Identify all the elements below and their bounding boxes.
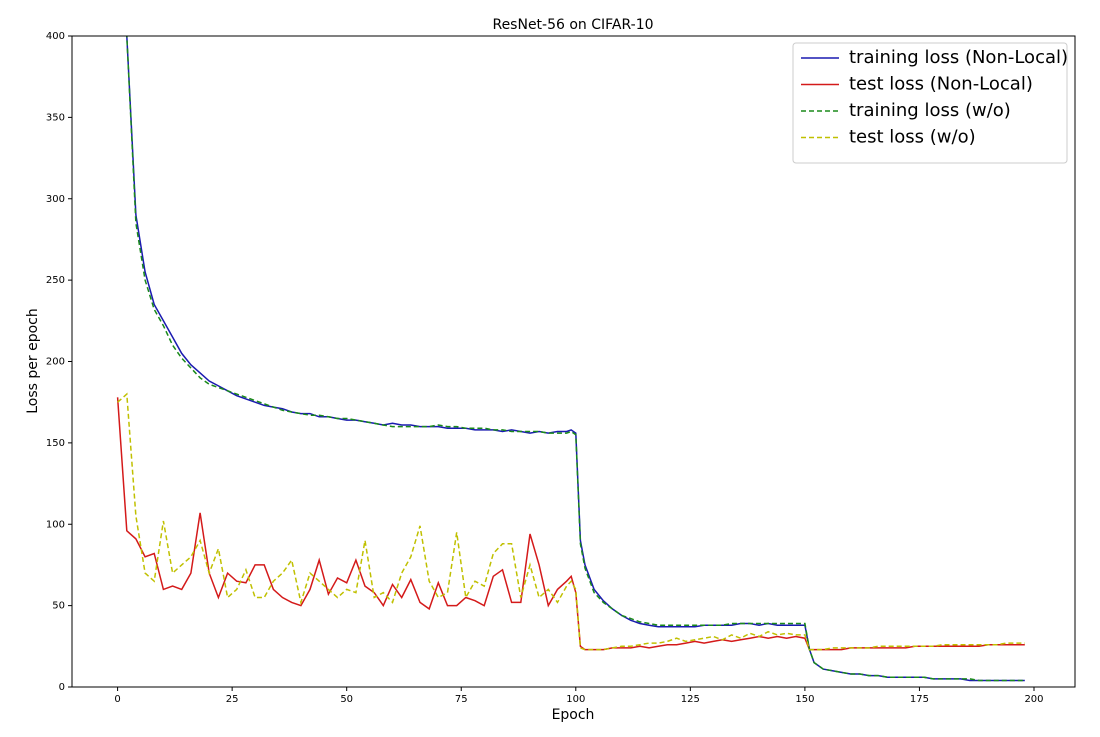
chart-title: ResNet-56 on CIFAR-10 bbox=[492, 17, 653, 33]
x-tick-label: 150 bbox=[795, 694, 814, 705]
y-tick-label: 150 bbox=[46, 438, 65, 449]
y-axis-label: Loss per epoch bbox=[25, 308, 41, 414]
legend-box bbox=[792, 42, 1068, 164]
legend-label: training loss (Non-Local) bbox=[849, 47, 1068, 68]
y-tick-label: 400 bbox=[46, 31, 65, 42]
legend-label: training loss (w/o) bbox=[849, 100, 1011, 121]
y-tick-label: 100 bbox=[46, 519, 65, 530]
x-tick-label: 100 bbox=[566, 694, 585, 705]
legend: training loss (Non-Local) test loss (Non-… bbox=[792, 42, 1068, 164]
y-tick-label: 0 bbox=[59, 682, 65, 693]
x-tick-label: 75 bbox=[455, 694, 468, 705]
x-tick-label: 0 bbox=[114, 694, 120, 705]
line-series bbox=[126, 36, 1025, 682]
x-tick-label: 25 bbox=[226, 694, 239, 705]
y-tick-label: 50 bbox=[52, 601, 65, 612]
y-tick-label: 200 bbox=[46, 357, 65, 368]
x-axis-label: Epoch bbox=[552, 707, 595, 723]
plot-lines bbox=[116, 36, 1025, 682]
x-tick-label: 125 bbox=[681, 694, 700, 705]
line-series bbox=[117, 392, 1025, 651]
legend-label: test loss (Non-Local) bbox=[849, 74, 1033, 95]
y-tick-label: 250 bbox=[46, 275, 65, 286]
x-tick-label: 175 bbox=[910, 694, 929, 705]
legend-label: test loss (w/o) bbox=[849, 127, 976, 148]
y-tick-label: 350 bbox=[46, 112, 65, 123]
x-tick-label: 200 bbox=[1024, 694, 1043, 705]
y-tick-label: 300 bbox=[46, 194, 65, 205]
x-tick-label: 50 bbox=[340, 694, 353, 705]
